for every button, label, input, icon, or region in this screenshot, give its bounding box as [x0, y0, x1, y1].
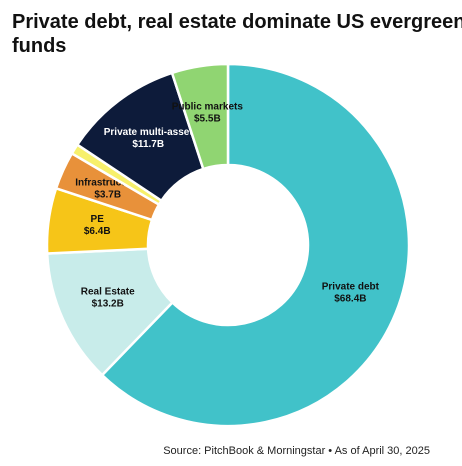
slice-value-label: $5.5B — [194, 114, 221, 125]
slice-label: Private multi-asset — [104, 127, 194, 138]
slice-value-label: $68.4B — [334, 294, 366, 305]
slice-value-label: $13.2B — [92, 298, 124, 309]
slice-label: Infrastructure — [75, 178, 140, 189]
donut-slice — [100, 62, 411, 428]
slice-label: Private debt — [322, 282, 380, 293]
slice-value-label: $3.7B — [94, 190, 121, 201]
slice-label: Public markets — [172, 102, 244, 113]
slice-label: PE — [91, 214, 105, 225]
slice-value-label: $6.4B — [84, 226, 111, 237]
slice-label: Real Estate — [81, 286, 135, 297]
source-note: Source: PitchBook & Morningstar • As of … — [163, 445, 430, 457]
chart-title: funds — [12, 35, 66, 57]
slice-value-label: $11.7B — [132, 139, 164, 150]
donut-slice — [170, 62, 230, 171]
chart-title: Private debt, real estate dominate US ev… — [12, 11, 462, 33]
